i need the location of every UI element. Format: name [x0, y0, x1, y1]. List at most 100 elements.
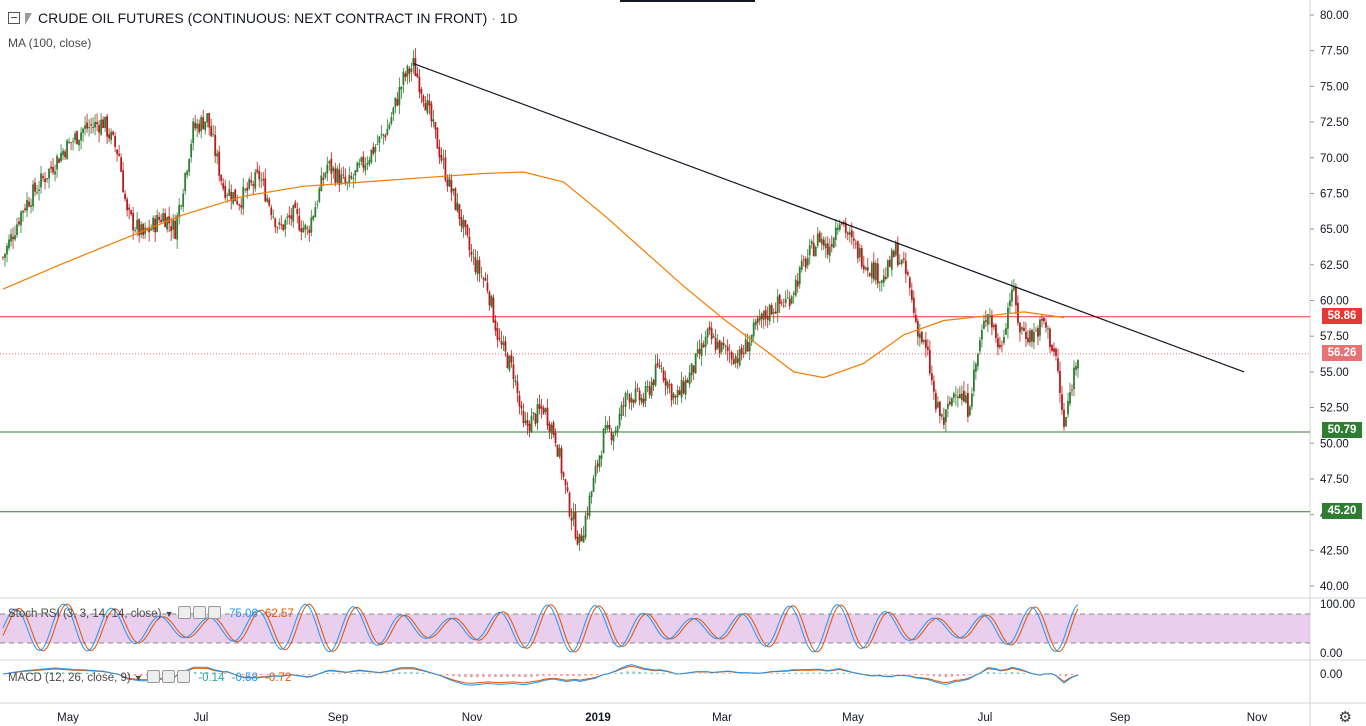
candle-body: [444, 157, 447, 181]
candle-body: [114, 136, 117, 147]
macd-histogram-bar: [704, 673, 707, 674]
candle-body: [312, 215, 315, 220]
candle-body: [440, 155, 443, 161]
candle-body: [472, 256, 475, 258]
candle-body: [228, 188, 231, 196]
candle-body: [948, 401, 951, 405]
candle-body: [110, 131, 113, 141]
candle-body: [508, 356, 511, 371]
candle-body: [848, 232, 851, 235]
candle-body: [536, 404, 539, 423]
macd-histogram-bar: [103, 673, 107, 674]
chevron-down-icon[interactable]: ▼: [164, 609, 174, 619]
candle-body: [526, 420, 529, 426]
macd-histogram-bar: [554, 674, 557, 676]
settings-gear-icon[interactable]: ⚙: [1338, 709, 1352, 726]
macd-histogram-bar: [139, 674, 143, 677]
candle-body: [710, 328, 713, 340]
macd-histogram-bar: [824, 672, 827, 674]
candle-body: [832, 238, 835, 248]
candle-body: [562, 472, 565, 477]
candle-body: [606, 425, 609, 429]
flag-icon[interactable]: [25, 13, 32, 25]
candle-body: [352, 177, 355, 179]
candle-body: [614, 430, 617, 434]
candle-body: [664, 378, 667, 386]
candle-body: [78, 139, 80, 146]
y-tick-label: 77.50: [1320, 46, 1349, 58]
candle-body: [638, 390, 641, 401]
candle-body: [134, 230, 137, 232]
candle-body: [754, 321, 757, 326]
x-tick-label: 2019: [585, 712, 611, 724]
candle-body: [382, 134, 385, 136]
ma-legend[interactable]: MA (100, close): [8, 36, 92, 50]
macd-histogram-bar: [698, 673, 701, 674]
candle-body: [786, 297, 789, 299]
x-tick-label: Mar: [712, 712, 732, 724]
macd-histogram-bar: [848, 673, 851, 674]
candle-body: [130, 210, 133, 215]
macd-legend[interactable]: MACD (12, 26, close, 9) ▼ -0.14 -0.58 -0…: [8, 670, 291, 684]
candle-body: [608, 425, 611, 430]
close-icon[interactable]: [207, 606, 221, 619]
candle-body: [532, 412, 535, 415]
macd-histogram-bar: [872, 674, 876, 675]
macd-histogram-bar: [932, 674, 936, 677]
macd-histogram-bar: [836, 672, 839, 674]
candle-body: [700, 342, 703, 357]
macd-histogram-bar: [530, 674, 533, 677]
eye-icon[interactable]: [147, 670, 161, 683]
candle-body: [698, 348, 701, 355]
candle-body: [420, 89, 423, 95]
macd-histogram-bar: [302, 674, 305, 675]
candle-body: [750, 334, 753, 343]
candle-body: [236, 200, 239, 205]
candle-body: [96, 122, 98, 125]
candle-body: [804, 258, 807, 268]
candle-body: [688, 372, 691, 385]
candle-body: [628, 394, 631, 403]
gear-icon[interactable]: [162, 670, 176, 683]
candle-body: [624, 393, 627, 407]
macd-histogram-bar: [782, 673, 785, 674]
candle-body: [158, 216, 161, 220]
candle-body: [736, 358, 739, 363]
candle-body: [406, 65, 409, 77]
candle-body: [50, 166, 52, 169]
macd-histogram-bar: [1064, 674, 1068, 677]
candle-body: [504, 341, 507, 352]
candle-body: [462, 219, 465, 229]
stoch-legend[interactable]: Stoch RSI (3, 3, 14, 14, close) ▼ 75.06 …: [8, 606, 294, 620]
candle-body: [752, 322, 755, 337]
macd-histogram-bar: [506, 674, 509, 677]
candle-body: [738, 349, 741, 366]
candle-body: [1009, 300, 1011, 307]
candle-body: [968, 406, 971, 416]
candle-body: [422, 95, 425, 103]
candle-body: [973, 369, 975, 392]
candle-body: [198, 123, 201, 133]
candle-body: [502, 342, 505, 346]
macd-histogram-bar: [25, 672, 29, 674]
candle-body: [72, 140, 74, 142]
chevron-down-icon[interactable]: ▼: [133, 673, 143, 683]
eye-icon[interactable]: [177, 606, 191, 619]
candle-body: [888, 259, 891, 267]
collapse-icon[interactable]: [8, 12, 20, 24]
macd-histogram-bar: [440, 674, 443, 675]
candle-body: [578, 533, 581, 543]
macd-histogram-bar: [818, 672, 821, 674]
candle-body: [760, 313, 763, 320]
close-icon[interactable]: [177, 670, 191, 683]
candle-body: [678, 390, 681, 395]
candle-body: [414, 57, 417, 77]
candle-body: [234, 189, 237, 202]
candle-body: [1051, 344, 1053, 351]
candle-body: [556, 444, 559, 457]
candle-body: [776, 296, 779, 313]
macd-histogram-bar: [356, 672, 359, 674]
gear-icon[interactable]: [192, 606, 206, 619]
candle-body: [132, 212, 135, 231]
